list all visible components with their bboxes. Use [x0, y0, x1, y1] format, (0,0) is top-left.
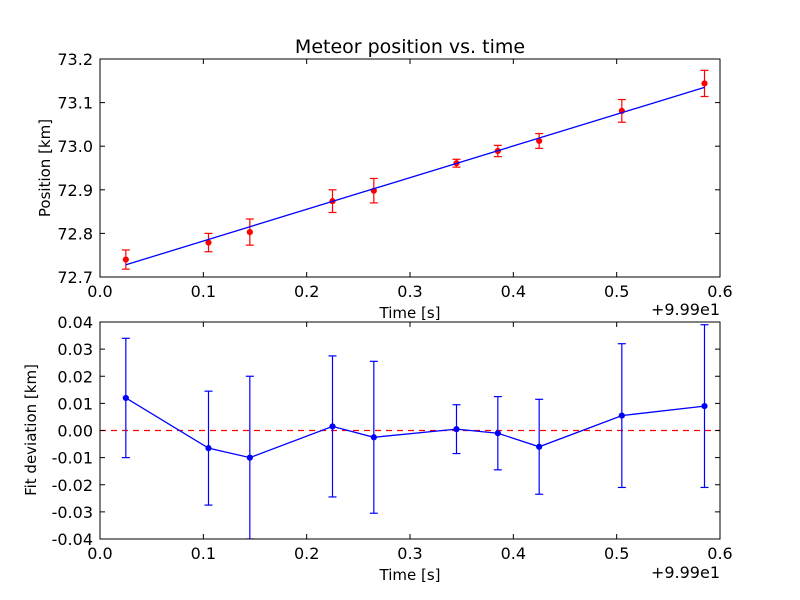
x-tick-label: 0.3 — [397, 544, 422, 563]
y-tick-label: -0.04 — [52, 530, 93, 549]
plot-area — [100, 324, 720, 539]
x-tick-label: 0.4 — [501, 282, 526, 301]
plot-area — [121, 69, 709, 270]
data-point — [329, 423, 336, 430]
deviation-x-ticks: 0.0 0.1 0.2 0.3 0.4 0.5 0.6 — [87, 322, 733, 563]
y-tick-label: 0.00 — [57, 422, 93, 441]
data-point — [122, 256, 129, 263]
data-point — [205, 239, 212, 246]
y-tick-label: -0.03 — [52, 503, 93, 522]
x-tick-label: 0.4 — [501, 544, 526, 563]
x-tick-label: 0.6 — [707, 544, 732, 563]
position-y-ticks: 72.7 72.8 72.9 73.0 73.1 73.2 — [57, 50, 720, 287]
data-point — [246, 454, 253, 461]
data-point — [536, 443, 543, 450]
x-offset-label: +9.99e1 — [651, 300, 720, 319]
y-tick-label: 72.9 — [57, 181, 93, 200]
data-point — [701, 402, 708, 410]
y-tick-label: 73.2 — [57, 50, 93, 69]
x-tick-label: 0.1 — [191, 544, 216, 563]
deviation-line — [125, 397, 705, 459]
deviation-y-ticks: -0.04 -0.03 -0.02 -0.01 0.00 0.01 0.02 0.03 0.04 — [52, 313, 720, 549]
y-axis-label: Position [km] — [36, 119, 54, 217]
y-tick-label: 0.01 — [57, 394, 93, 413]
y-tick-label: 72.7 — [57, 268, 93, 287]
y-tick-label: -0.02 — [52, 476, 93, 495]
x-tick-label: 0.5 — [604, 544, 629, 563]
x-tick-label: 0.0 — [87, 282, 112, 301]
y-tick-label: 0.03 — [57, 340, 93, 359]
fit-line — [125, 86, 705, 266]
x-tick-label: 0.6 — [707, 282, 732, 301]
data-point — [205, 445, 212, 452]
data-point — [701, 80, 708, 87]
data-point — [370, 434, 377, 441]
y-tick-label: -0.01 — [52, 449, 93, 468]
x-tick-label: 0.2 — [294, 282, 319, 301]
x-tick-label: 0.0 — [87, 544, 112, 563]
y-axis-label: Fit deviation [km] — [22, 364, 40, 496]
x-offset-label: +9.99e1 — [651, 563, 720, 582]
deviation-chart: 0.0 0.1 0.2 0.3 0.4 0.5 0.6 -0.04-0.03-0.02-0.… — [22, 313, 733, 584]
position-plot-frame — [99, 58, 721, 278]
data-point — [453, 426, 460, 433]
chart-title: Meteor position vs. time — [295, 36, 525, 58]
deviation-plot-marks — [100, 324, 720, 539]
data-point — [122, 394, 129, 402]
data-point — [494, 430, 501, 437]
x-tick-label: 0.5 — [604, 282, 629, 301]
position-plot-marks — [121, 69, 709, 270]
x-tick-label: 0.2 — [294, 544, 319, 563]
position-x-ticks: 0.0 0.1 0.2 0.3 0.4 0.5 0.6 — [87, 59, 733, 301]
x-tick-label: 0.3 — [397, 282, 422, 301]
y-tick-label: 73.0 — [57, 137, 93, 156]
deviation-plot-frame — [99, 321, 721, 540]
data-point — [618, 412, 625, 419]
position-chart: Meteor position vs. time 0.0 0.1 0.2 0.3 0.4… — [36, 36, 733, 322]
y-tick-label: 0.04 — [57, 313, 93, 332]
data-point — [246, 228, 253, 236]
y-tick-label: 72.8 — [57, 224, 93, 243]
y-tick-label: 73.1 — [57, 94, 93, 113]
x-axis-label: Time [s] — [379, 566, 441, 584]
x-axis-label: Time [s] — [379, 304, 441, 322]
x-tick-label: 0.1 — [191, 282, 216, 301]
y-tick-label: 0.02 — [57, 367, 93, 386]
